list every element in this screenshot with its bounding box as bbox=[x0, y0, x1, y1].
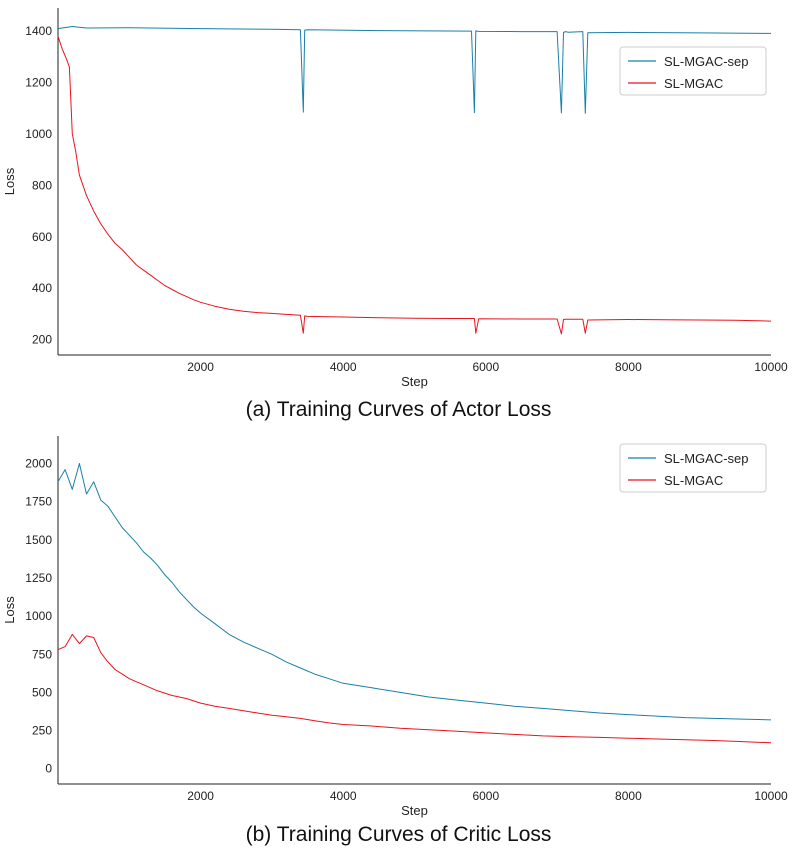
actor-y-tick-label: 400 bbox=[32, 281, 52, 295]
critic-x-tick-label: 4000 bbox=[330, 789, 357, 803]
actor-loss-chart: 2000 4000 6000 8000 10000 200 400 600 800 1000 120… bbox=[2, 8, 788, 389]
critic-legend: SL-MGAC-sep SL-MGAC bbox=[619, 443, 767, 493]
actor-loss-caption: (a) Training Curves of Actor Loss bbox=[245, 398, 552, 421]
actor-legend-box bbox=[619, 46, 767, 96]
actor-x-tick-label: 2000 bbox=[187, 360, 214, 374]
critic-series-line-1 bbox=[57, 633, 772, 744]
actor-x-tick-label: 8000 bbox=[615, 360, 642, 374]
actor-y-tick-label: 800 bbox=[32, 178, 52, 192]
actor-y-tick-label: 600 bbox=[32, 230, 52, 244]
critic-x-tick-label: 2000 bbox=[187, 789, 214, 803]
actor-loss-panel: 2000 4000 6000 8000 10000 200 400 600 800 1000 120… bbox=[0, 0, 797, 430]
actor-x-tick-label: 4000 bbox=[330, 360, 357, 374]
critic-series-line-0 bbox=[57, 463, 772, 721]
actor-y-tick-label: 1400 bbox=[25, 24, 52, 38]
critic-y-tick-label: 1250 bbox=[25, 571, 52, 585]
actor-legend: SL-MGAC-sep SL-MGAC bbox=[619, 46, 767, 96]
critic-y-tick-label: 2000 bbox=[25, 456, 52, 470]
critic-x-axis-title: Step bbox=[401, 803, 428, 818]
critic-legend-label-0: SL-MGAC-sep bbox=[664, 451, 749, 466]
actor-y-tick-label: 200 bbox=[32, 333, 52, 347]
critic-x-tick-label: 8000 bbox=[615, 789, 642, 803]
actor-y-axis-title: Loss bbox=[2, 167, 17, 195]
critic-y-tick-label: 250 bbox=[32, 724, 52, 738]
critic-y-tick-label: 1500 bbox=[25, 533, 52, 547]
critic-y-axis-title: Loss bbox=[2, 596, 17, 624]
critic-x-tick-label: 6000 bbox=[472, 789, 499, 803]
critic-legend-label-1: SL-MGAC bbox=[664, 473, 723, 488]
actor-series-line-1 bbox=[57, 36, 772, 335]
critic-y-tick-label: 1750 bbox=[25, 495, 52, 509]
critic-y-tick-label: 0 bbox=[45, 762, 52, 776]
actor-y-tick-label: 1000 bbox=[25, 127, 52, 141]
actor-y-tick-label: 1200 bbox=[25, 76, 52, 90]
critic-loss-chart: 2000 4000 6000 8000 10000 0 250 500 750 1000 1250 1… bbox=[2, 436, 788, 818]
actor-series-line-0 bbox=[57, 26, 772, 114]
critic-loss-panel: 2000 4000 6000 8000 10000 0 250 500 750 1000 1250 1… bbox=[0, 430, 797, 862]
actor-x-axis-title: Step bbox=[401, 374, 428, 389]
critic-legend-box bbox=[619, 443, 767, 493]
critic-y-tick-label: 1000 bbox=[25, 609, 52, 623]
critic-loss-caption: (b) Training Curves of Critic Loss bbox=[245, 823, 552, 846]
critic-x-tick-label: 10000 bbox=[754, 789, 788, 803]
actor-x-tick-label: 10000 bbox=[754, 360, 788, 374]
actor-x-tick-label: 6000 bbox=[472, 360, 499, 374]
critic-y-tick-label: 750 bbox=[32, 647, 52, 661]
critic-y-tick-label: 500 bbox=[32, 685, 52, 699]
actor-legend-label-0: SL-MGAC-sep bbox=[664, 54, 749, 69]
actor-legend-label-1: SL-MGAC bbox=[664, 76, 723, 91]
